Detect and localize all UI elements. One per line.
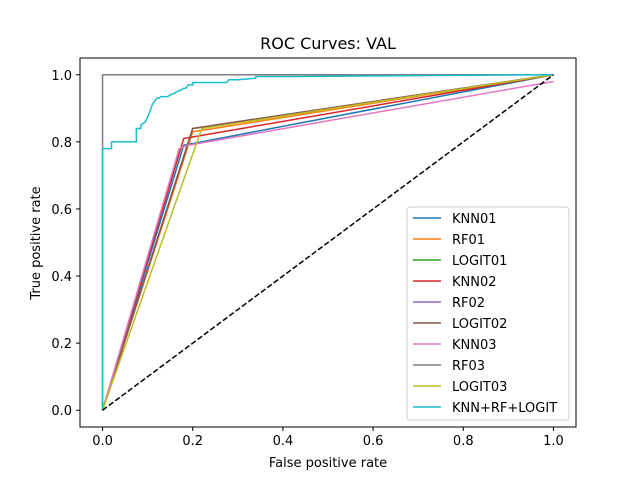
plot-frame [79,57,577,428]
legend-label: RF02 [452,296,485,311]
series-line-9 [101,74,554,411]
legend-label: RF03 [452,359,485,374]
legend-label: LOGIT01 [452,254,507,269]
diagonal-reference-line [102,74,554,411]
plot-lines [101,74,554,411]
x-axis-ticks: 0.0 0.2 0.4 0.6 0.8 1.0 [92,427,564,449]
y-axis-ticks: 0.0 0.2 0.4 0.6 0.8 1.0 [51,69,80,419]
y-tick-label: 0.6 [51,203,72,218]
legend-label: KNN01 [452,212,497,227]
legend-label: LOGIT03 [452,380,507,395]
y-tick-label: 0.2 [51,337,72,352]
series-line-7 [101,80,554,411]
x-tick-label: 0.2 [182,434,203,449]
y-axis-title: True positive rate [29,186,44,300]
x-tick-label: 0.4 [273,434,294,449]
x-tick-label: 0.6 [363,434,384,449]
legend-label: LOGIT02 [452,317,507,332]
legend-label: RF01 [452,233,485,248]
x-axis-title: False positive rate [269,456,387,471]
chart-title: ROC Curves: VAL [260,34,396,53]
y-tick-label: 1.0 [51,69,72,84]
legend-label: KNN+RF+LOGIT [452,401,557,416]
x-tick-label: 0.8 [453,434,474,449]
y-tick-label: 0.8 [51,136,72,151]
y-tick-label: 0.0 [51,404,72,419]
x-tick-label: 0.0 [92,434,113,449]
series-line-10 [101,74,554,411]
legend: KNN01 RF01 LOGIT01 KNN02 RF02 LOGIT02 KNN03 RF0… [406,206,570,421]
legend-label: KNN02 [452,275,497,290]
legend-box [406,206,570,421]
y-tick-label: 0.4 [51,270,72,285]
legend-label: KNN03 [452,338,497,353]
x-tick-label: 1.0 [543,434,564,449]
